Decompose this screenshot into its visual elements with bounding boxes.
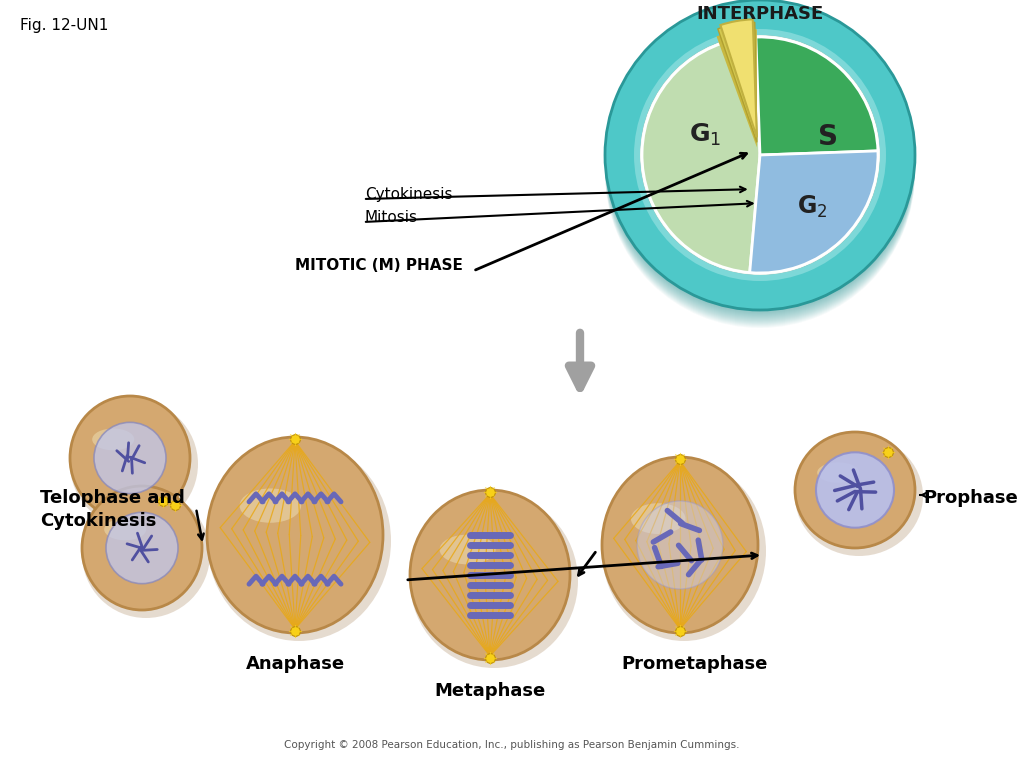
Ellipse shape xyxy=(602,457,758,633)
Text: Prometaphase: Prometaphase xyxy=(622,655,768,673)
Ellipse shape xyxy=(240,488,301,523)
Text: Anaphase: Anaphase xyxy=(246,655,344,673)
Text: INTERPHASE: INTERPHASE xyxy=(696,5,823,23)
Wedge shape xyxy=(717,29,757,147)
Text: Cytokinesis: Cytokinesis xyxy=(40,512,157,530)
Circle shape xyxy=(640,35,880,275)
Ellipse shape xyxy=(92,429,134,450)
Wedge shape xyxy=(756,37,878,155)
Text: Copyright © 2008 Pearson Education, Inc., publishing as Pearson Benjamin Cumming: Copyright © 2008 Pearson Education, Inc.… xyxy=(285,740,739,750)
Ellipse shape xyxy=(82,486,202,610)
Text: S: S xyxy=(818,123,838,151)
Wedge shape xyxy=(605,0,915,310)
Wedge shape xyxy=(718,22,757,142)
Wedge shape xyxy=(634,29,886,281)
Text: Prophase: Prophase xyxy=(923,489,1018,507)
Ellipse shape xyxy=(817,462,859,483)
Ellipse shape xyxy=(70,400,198,528)
Ellipse shape xyxy=(439,535,496,564)
Ellipse shape xyxy=(602,461,766,641)
Text: MITOTIC (M) PHASE: MITOTIC (M) PHASE xyxy=(295,257,463,273)
Ellipse shape xyxy=(410,490,570,660)
Ellipse shape xyxy=(207,441,391,641)
Ellipse shape xyxy=(104,518,146,540)
Ellipse shape xyxy=(410,494,578,668)
Wedge shape xyxy=(750,151,878,273)
Ellipse shape xyxy=(94,422,166,494)
Ellipse shape xyxy=(795,436,923,556)
Text: Mitosis: Mitosis xyxy=(365,210,418,226)
Wedge shape xyxy=(721,19,757,137)
Ellipse shape xyxy=(631,503,685,534)
Ellipse shape xyxy=(795,432,915,548)
Text: G$_1$: G$_1$ xyxy=(689,122,721,148)
Wedge shape xyxy=(605,9,915,164)
Ellipse shape xyxy=(637,501,723,589)
Text: Telophase and: Telophase and xyxy=(40,489,185,507)
Text: Fig. 12-UN1: Fig. 12-UN1 xyxy=(20,18,109,33)
Ellipse shape xyxy=(70,396,190,520)
Ellipse shape xyxy=(106,512,178,584)
Text: G$_2$: G$_2$ xyxy=(797,194,827,220)
Ellipse shape xyxy=(82,490,210,618)
Wedge shape xyxy=(642,37,760,273)
Text: Cytokinesis: Cytokinesis xyxy=(365,187,453,203)
Text: Metaphase: Metaphase xyxy=(434,682,546,700)
Ellipse shape xyxy=(207,437,383,633)
Ellipse shape xyxy=(816,452,894,528)
